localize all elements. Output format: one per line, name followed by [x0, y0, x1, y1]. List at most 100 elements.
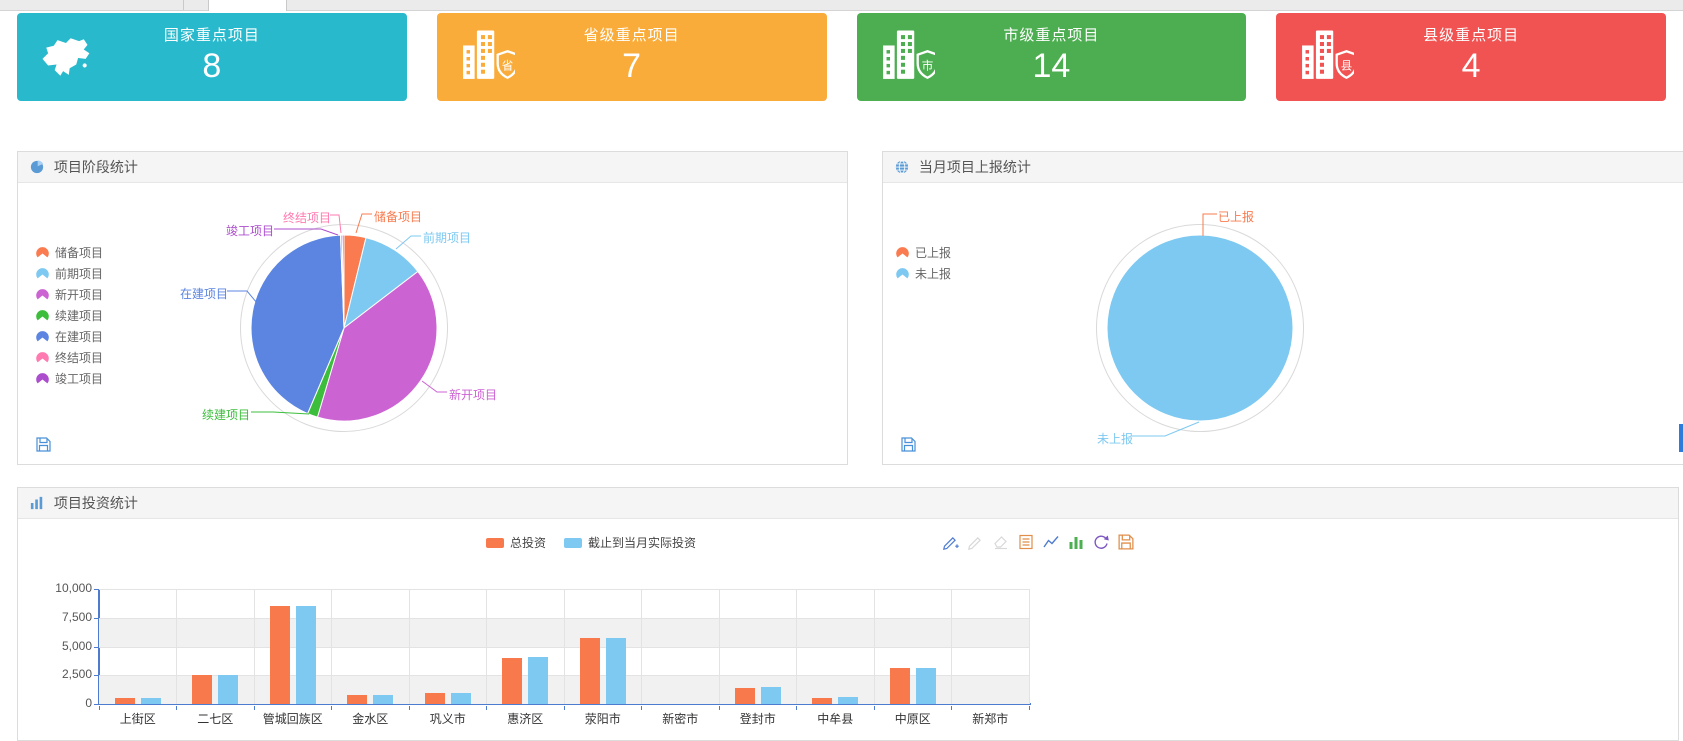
- panel-header: 项目投资统计: [18, 488, 1678, 519]
- stat-card-city[interactable]: 市 市级重点项目 14: [856, 13, 1247, 101]
- legend-fan-icon: [36, 352, 49, 363]
- pie-slice[interactable]: [1106, 234, 1294, 422]
- stat-card-label: 省级重点项目: [583, 27, 680, 44]
- panel-header: 当月项目上报统计: [883, 152, 1683, 183]
- x-axis-tick: [718, 706, 720, 710]
- bar-chart-icon: [30, 490, 44, 510]
- stat-card-label: 县级重点项目: [1423, 27, 1520, 44]
- restore-icon[interactable]: [1092, 533, 1110, 551]
- x-axis-label: 管城回族区: [262, 712, 323, 726]
- magic-bar-icon[interactable]: [1067, 533, 1085, 551]
- stat-card-value: 8: [202, 47, 222, 85]
- gridline: [563, 589, 565, 704]
- bar[interactable]: [579, 638, 600, 704]
- legend-item[interactable]: 已上报: [895, 245, 951, 260]
- legend-item[interactable]: 续建项目: [35, 308, 103, 323]
- pie-outer-ring: [240, 224, 448, 432]
- pie-label: 终结项目: [283, 211, 332, 225]
- pie-chart-stage[interactable]: [250, 234, 438, 422]
- bar[interactable]: [838, 697, 859, 704]
- x-axis-tick: [486, 706, 487, 710]
- brush-icon[interactable]: [942, 533, 960, 551]
- legend-item[interactable]: 在建项目: [35, 329, 103, 344]
- bar[interactable]: [424, 693, 445, 704]
- browser-tab-strip[interactable]: [0, 0, 1683, 11]
- legend-fan-icon: [36, 268, 49, 279]
- bar[interactable]: [140, 697, 161, 704]
- panel-header: 项目阶段统计: [18, 152, 847, 183]
- stat-card-text: 市级重点项目 14: [857, 24, 1247, 87]
- legend-item[interactable]: 未上报: [895, 266, 951, 281]
- data-view-icon[interactable]: [1017, 533, 1035, 551]
- panel-title: 当月项目上报统计: [918, 159, 1031, 175]
- magic-line-icon[interactable]: [1042, 533, 1060, 551]
- legend-item[interactable]: 前期项目: [35, 266, 103, 281]
- x-axis-tick: [796, 706, 797, 710]
- save-image-icon[interactable]: [900, 436, 917, 453]
- stat-card-national[interactable]: 国家重点项目 8: [17, 13, 407, 101]
- pie-slice[interactable]: [341, 234, 345, 329]
- x-axis-tick: [408, 706, 410, 710]
- active-tab[interactable]: [208, 0, 287, 11]
- x-axis-tick: [873, 706, 875, 710]
- bar[interactable]: [528, 657, 549, 704]
- legend-fan-icon: [36, 331, 49, 342]
- gridline: [486, 589, 487, 704]
- x-axis-tick: [563, 706, 565, 710]
- pie-legend: 已上报 未上报: [895, 245, 951, 281]
- pie-chart-icon: [30, 154, 44, 174]
- x-axis-label: 巩义市: [429, 712, 466, 726]
- stat-card-province[interactable]: 省 省级重点项目 7: [436, 13, 827, 101]
- pie-slice[interactable]: [316, 270, 438, 422]
- save-image-icon[interactable]: [35, 436, 52, 453]
- legend-fan-icon: [36, 373, 49, 384]
- bar[interactable]: [812, 698, 833, 704]
- gridline: [253, 589, 255, 704]
- x-axis-tick: [1028, 706, 1030, 710]
- legend-item[interactable]: 总投资: [486, 535, 546, 550]
- y-axis-label: 7,500: [61, 609, 92, 624]
- gridline: [176, 589, 177, 704]
- stat-card-value: 14: [1032, 47, 1071, 85]
- legend-item[interactable]: 储备项目: [35, 245, 103, 260]
- legend-fan-icon: [36, 247, 49, 258]
- gridline: [641, 589, 642, 704]
- china-map-icon: [35, 27, 95, 87]
- bar[interactable]: [760, 687, 781, 704]
- legend-item[interactable]: 竣工项目: [35, 371, 103, 386]
- bar[interactable]: [295, 605, 316, 704]
- bar[interactable]: [915, 667, 936, 704]
- brush-disabled-icon[interactable]: [967, 533, 985, 551]
- bar[interactable]: [218, 675, 239, 704]
- bar[interactable]: [502, 657, 523, 704]
- legend-item[interactable]: 截止到当月实际投资: [564, 535, 696, 550]
- pie-slice[interactable]: [250, 234, 345, 415]
- x-axis-tick: [641, 706, 642, 710]
- legend-item[interactable]: 终结项目: [35, 350, 103, 365]
- legend-item[interactable]: 新开项目: [35, 287, 103, 302]
- save-image-icon[interactable]: [1117, 533, 1135, 551]
- scrollbar-thumb[interactable]: [1679, 424, 1683, 452]
- bar[interactable]: [192, 675, 213, 704]
- bar[interactable]: [450, 692, 471, 704]
- panel-monthly-report: 当月项目上报统计 已上报 未上报 已上报 未上报: [882, 151, 1683, 465]
- stat-card-county[interactable]: 县 县级重点项目 4: [1276, 13, 1666, 101]
- bar[interactable]: [373, 695, 394, 704]
- bar[interactable]: [347, 695, 368, 704]
- brush-clear-icon[interactable]: [992, 533, 1010, 551]
- legend-label: 前期项目: [55, 267, 104, 281]
- bar[interactable]: [734, 687, 755, 704]
- pie-label: 续建项目: [202, 408, 251, 422]
- stat-card-label: 国家重点项目: [163, 27, 260, 44]
- svg-text:省: 省: [501, 60, 513, 73]
- pie-chart-report[interactable]: [1106, 234, 1294, 422]
- pie-label: 竣工项目: [226, 224, 275, 238]
- bar[interactable]: [269, 606, 290, 704]
- x-axis-label: 新密市: [662, 712, 699, 726]
- bar[interactable]: [114, 697, 135, 704]
- bar[interactable]: [605, 637, 626, 704]
- bar[interactable]: [889, 668, 910, 704]
- bar-plot-area: 上街区 二七区 管城回族区 金水区 巩义市 惠济区 荥阳市 新密市 登封市 中牟县 中原区 新郑市: [98, 589, 1030, 726]
- pie-label: 新开项目: [449, 388, 498, 402]
- svg-text:市: 市: [921, 59, 933, 73]
